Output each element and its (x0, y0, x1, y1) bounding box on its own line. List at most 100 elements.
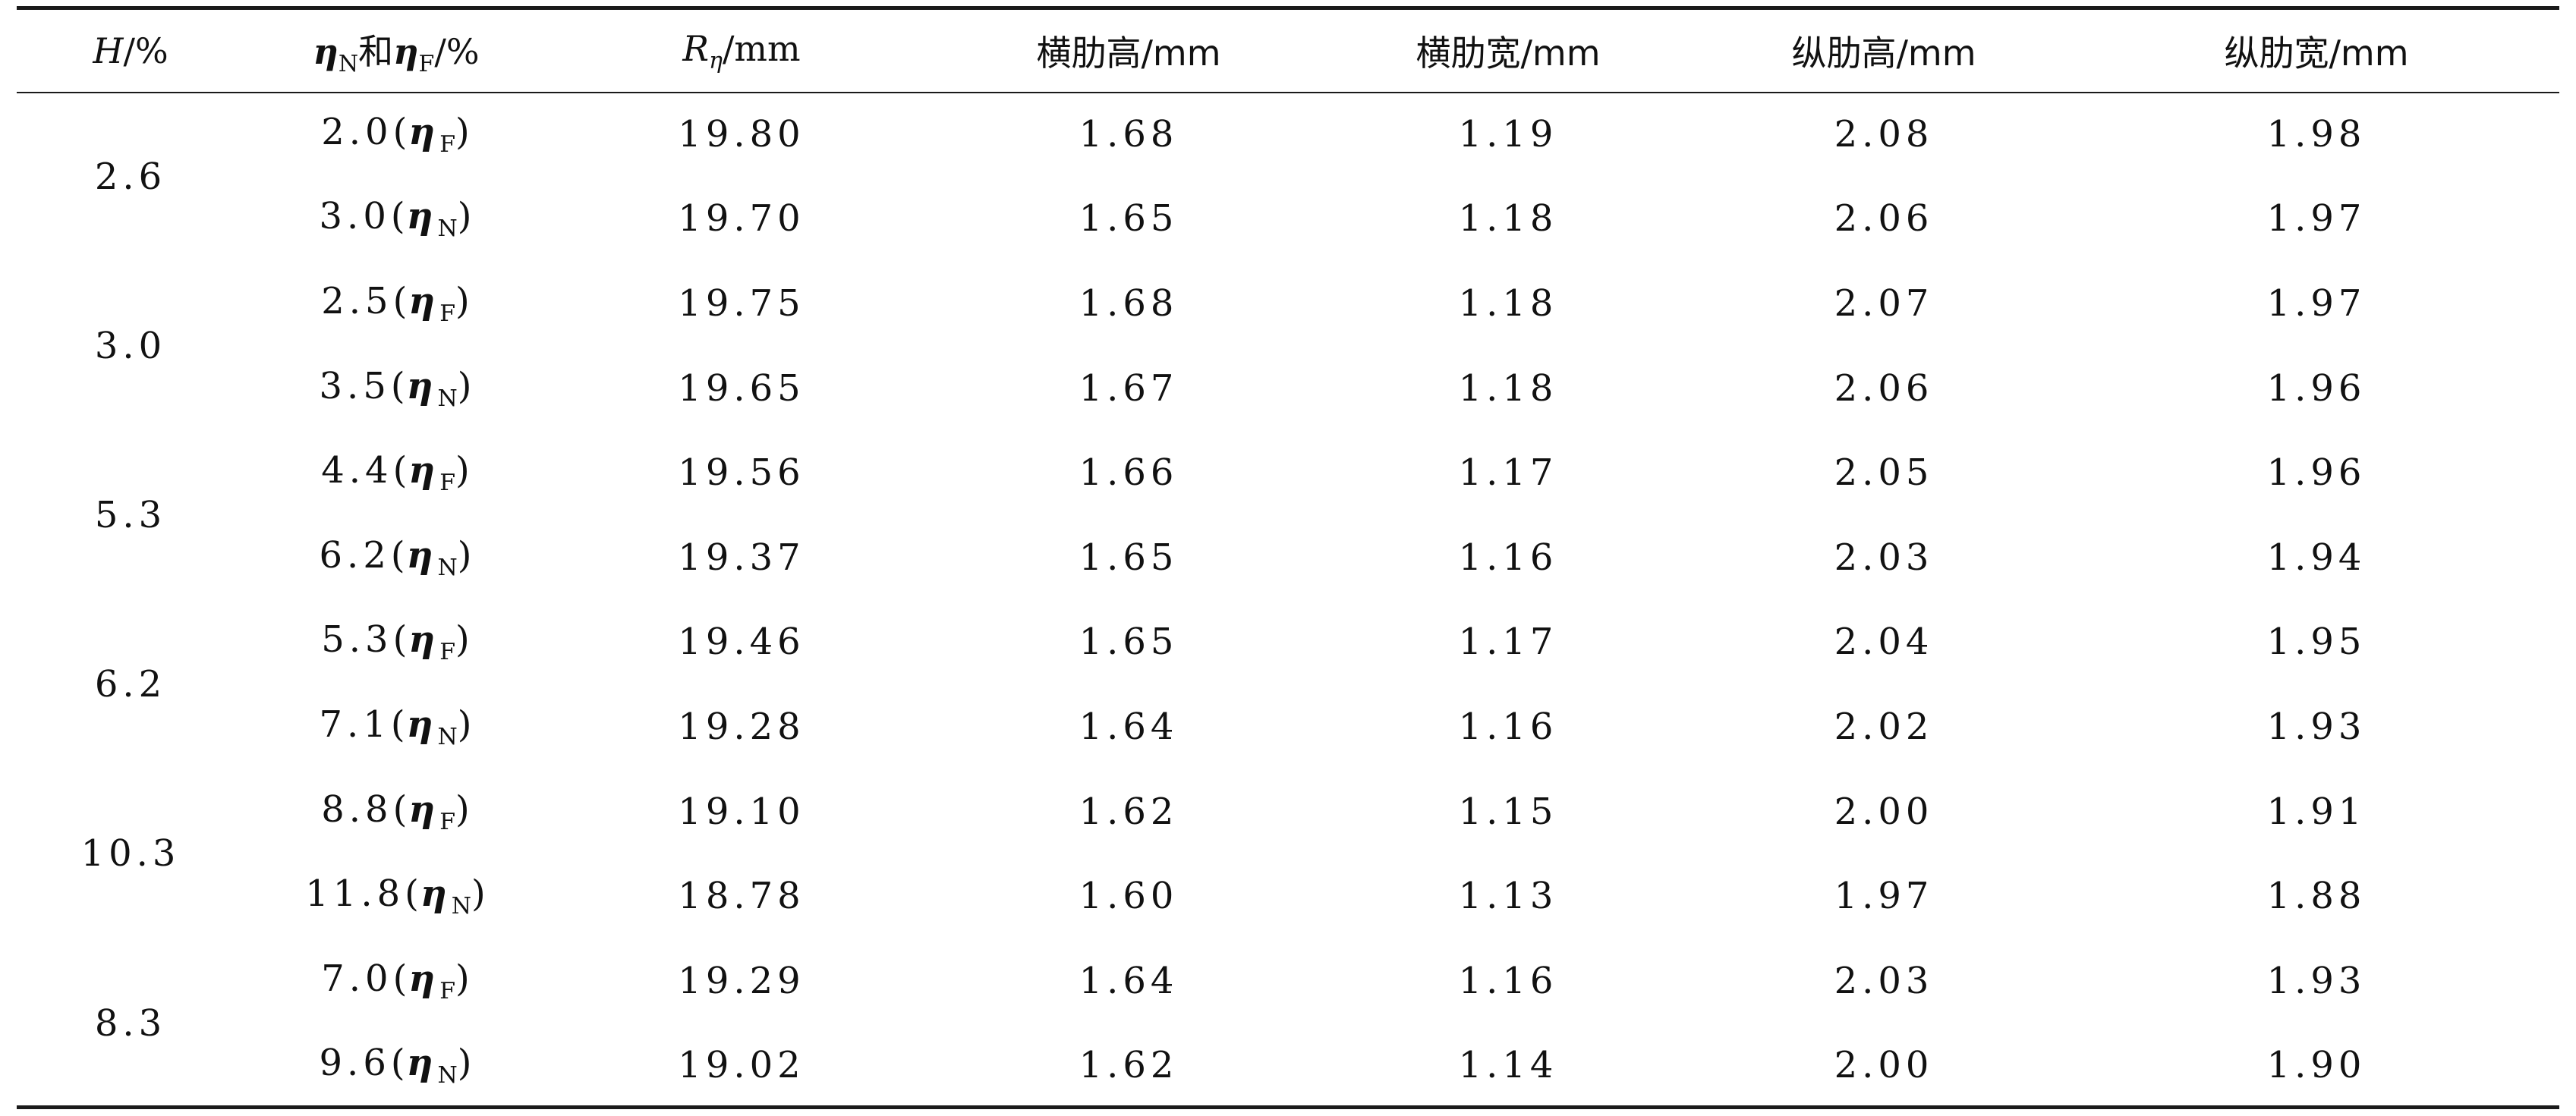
cell-transverse-rib-width: 1.17 (1458, 451, 1558, 495)
cell-transverse-rib-width: 1.18 (1458, 197, 1558, 240)
cell-transverse-rib-height: 1.65 (1079, 197, 1179, 240)
cell-transverse-rib-width: 1.19 (1458, 112, 1558, 156)
eta-open-paren: ( (390, 195, 407, 238)
cell-longitudinal-rib-width: 1.88 (2266, 875, 2367, 918)
eta-subscript: F (439, 300, 456, 327)
cell-eta: 9.6(ηN) (244, 1023, 548, 1108)
table-header-rule (17, 92, 2559, 93)
eta-open-paren: ( (405, 872, 420, 916)
cell-eta: 7.0(ηF) (244, 938, 548, 1023)
eta-symbol: η (420, 872, 452, 916)
eta-close-paren: ) (457, 703, 474, 746)
eta-close-paren: ) (455, 787, 471, 831)
table-row: 10.3 8.8(ηF) 19.10 1.62 1.15 2.00 1.91 (17, 769, 2559, 876)
cell-r-eta: 19.56 (678, 451, 805, 495)
eta-open-paren: ( (390, 364, 407, 407)
cell-longitudinal-rib-height: 2.04 (1834, 621, 1934, 664)
header-longitudinal-rib-width: 纵肋宽/mm (2224, 33, 2409, 74)
header-transverse-rib-height: 横肋高/mm (1036, 33, 1221, 74)
cell-eta: 4.4(ηF) (244, 430, 548, 515)
cell-r-eta: 19.65 (678, 366, 805, 410)
cell-r-eta: 19.29 (678, 959, 805, 1002)
cell-eta: 11.8(ηN) (244, 854, 548, 938)
cell-transverse-rib-width: 1.16 (1458, 536, 1558, 579)
cell-longitudinal-rib-height: 2.03 (1834, 536, 1934, 579)
table-row: 6.2 5.3(ηF) 19.46 1.65 1.17 2.04 1.95 (17, 600, 2559, 706)
table-row: 3.0(ηN) 19.70 1.65 1.18 2.06 1.97 (17, 177, 2559, 262)
eta-close-paren: ) (471, 872, 487, 916)
eta-subscript: F (439, 639, 456, 666)
cell-transverse-rib-height: 1.68 (1079, 281, 1179, 325)
cell-longitudinal-rib-width: 1.95 (2266, 621, 2367, 664)
eta-subscript: F (439, 470, 456, 497)
table-row: 7.1(ηN) 19.28 1.64 1.16 2.02 1.93 (17, 684, 2559, 769)
eta-open-paren: ( (390, 1042, 407, 1085)
eta-symbol: η (408, 957, 440, 1000)
eta-symbol: η (408, 787, 440, 831)
eta-value: 6.2 (319, 533, 391, 577)
cell-transverse-rib-height: 1.65 (1079, 621, 1179, 664)
cell-r-eta: 19.46 (678, 621, 805, 664)
cell-transverse-rib-width: 1.14 (1458, 1044, 1558, 1087)
eta-open-paren: ( (390, 533, 407, 577)
cell-h-value: 2.6 (94, 155, 167, 198)
cell-eta: 3.0(ηN) (244, 177, 548, 262)
cell-eta: 2.5(ηF) (244, 261, 548, 346)
cell-longitudinal-rib-height: 2.08 (1834, 112, 1934, 156)
cell-transverse-rib-height: 1.64 (1079, 705, 1179, 748)
cell-transverse-rib-height: 1.62 (1079, 790, 1179, 833)
eta-open-paren: ( (392, 618, 409, 662)
table-header-row: H/% ηN和ηF/% Rη/mm 横肋高/mm 横肋宽/mm 纵肋高/mm 纵… (17, 10, 2559, 92)
eta-value: 4.4 (321, 449, 393, 492)
eta-subscript: F (439, 808, 456, 835)
cell-eta: 2.0(ηF) (244, 92, 548, 177)
eta-open-paren: ( (392, 787, 409, 831)
eta-close-paren: ) (457, 195, 474, 238)
table-row: 2.6 2.0(ηF) 19.80 1.68 1.19 2.08 1.98 (17, 92, 2559, 198)
cell-longitudinal-rib-height: 2.00 (1834, 790, 1934, 833)
cell-longitudinal-rib-width: 1.96 (2266, 366, 2367, 410)
cell-eta: 3.5(ηN) (244, 346, 548, 431)
cell-transverse-rib-height: 1.60 (1079, 875, 1179, 918)
table-body: 2.6 2.0(ηF) 19.80 1.68 1.19 2.08 1.98 3.0(ηN) 19… (17, 92, 2559, 1108)
header-h: H/% (93, 30, 168, 71)
eta-close-paren: ) (457, 364, 474, 407)
cell-transverse-rib-width: 1.16 (1458, 705, 1558, 748)
table-top-rule (17, 6, 2559, 10)
eta-value: 7.0 (321, 957, 393, 1000)
eta-value: 9.6 (319, 1042, 391, 1085)
cell-transverse-rib-width: 1.18 (1458, 366, 1558, 410)
cell-longitudinal-rib-width: 1.97 (2266, 281, 2367, 325)
eta-open-paren: ( (392, 279, 409, 322)
cell-r-eta: 19.10 (678, 790, 805, 833)
cell-longitudinal-rib-height: 1.97 (1834, 875, 1934, 918)
cell-eta: 8.8(ηF) (244, 769, 548, 854)
table-row: 3.0 2.5(ηF) 19.75 1.68 1.18 2.07 1.97 (17, 261, 2559, 367)
eta-subscript: N (437, 215, 458, 243)
cell-longitudinal-rib-width: 1.97 (2266, 197, 2367, 240)
cell-longitudinal-rib-width: 1.93 (2266, 959, 2367, 1002)
eta-value: 2.0 (321, 110, 393, 153)
cell-h-value: 6.2 (94, 663, 167, 706)
cell-transverse-rib-height: 1.67 (1079, 366, 1179, 410)
cell-transverse-rib-width: 1.15 (1458, 790, 1558, 833)
eta-value: 5.3 (321, 618, 393, 662)
eta-close-paren: ) (455, 618, 471, 662)
table-row: 11.8(ηN) 18.78 1.60 1.13 1.97 1.88 (17, 854, 2559, 938)
table-row: 3.5(ηN) 19.65 1.67 1.18 2.06 1.96 (17, 346, 2559, 431)
cell-eta: 5.3(ηF) (244, 600, 548, 685)
eta-symbol: η (408, 110, 440, 153)
table-row: 6.2(ηN) 19.37 1.65 1.16 2.03 1.94 (17, 515, 2559, 600)
cell-longitudinal-rib-height: 2.06 (1834, 197, 1934, 240)
cell-transverse-rib-width: 1.18 (1458, 281, 1558, 325)
cell-r-eta: 18.78 (678, 875, 805, 918)
cell-longitudinal-rib-height: 2.06 (1834, 366, 1934, 410)
eta-symbol: η (406, 533, 438, 577)
eta-symbol: η (408, 618, 440, 662)
cell-transverse-rib-width: 1.13 (1458, 875, 1558, 918)
cell-transverse-rib-height: 1.68 (1079, 112, 1179, 156)
eta-close-paren: ) (457, 533, 474, 577)
eta-value: 2.5 (321, 279, 393, 322)
cell-longitudinal-rib-width: 1.93 (2266, 705, 2367, 748)
eta-symbol: η (406, 195, 438, 238)
